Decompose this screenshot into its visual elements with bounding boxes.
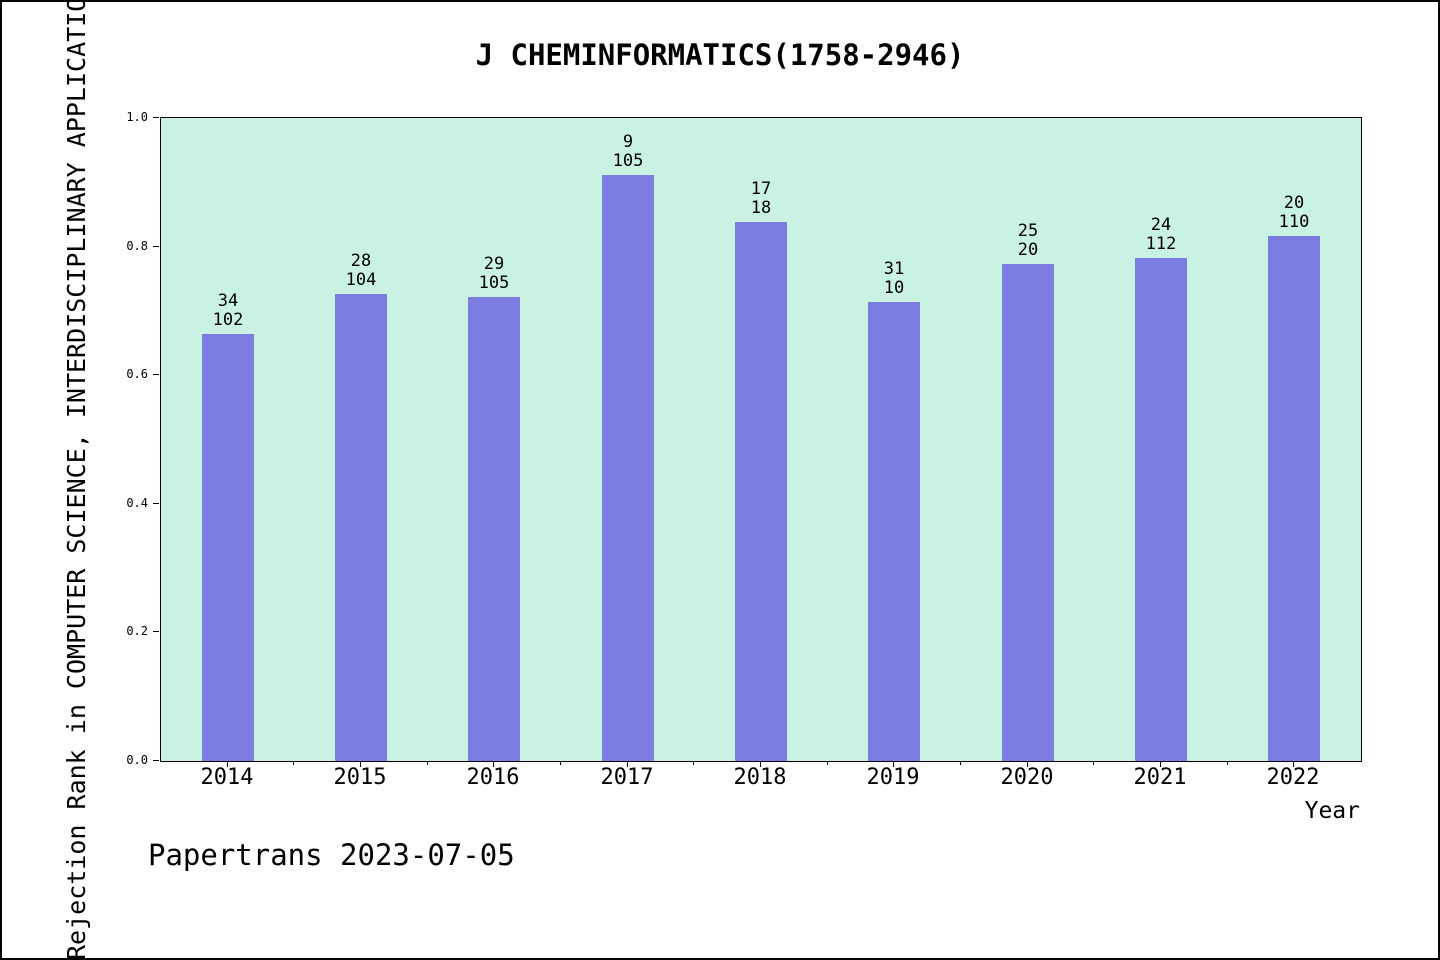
- y-axis-title: Rejection Rank in COMPUTER SCIENCE, INTE…: [62, 0, 91, 960]
- y-tick-mark: [153, 374, 159, 375]
- bar-total-label: 105: [478, 273, 510, 293]
- x-tick-mark: [493, 761, 494, 767]
- bar-total-label: 105: [612, 151, 644, 171]
- bar-value-label: 29 105: [434, 255, 554, 293]
- x-axis-title: Year: [1304, 798, 1360, 824]
- x-tick-label: 2022: [1266, 765, 1320, 790]
- x-tick-label: 2014: [200, 765, 254, 790]
- x-tick-label: 2021: [1133, 765, 1187, 790]
- bar: [335, 294, 387, 761]
- bar: [735, 222, 787, 761]
- x-tick-label: 2016: [466, 765, 520, 790]
- x-tick-mark: [1027, 761, 1028, 767]
- y-tick-label: 0.8: [126, 239, 148, 253]
- bar-value-label: 17 18: [701, 180, 821, 218]
- bar: [1135, 258, 1187, 761]
- x-tick-mark: [760, 761, 761, 767]
- bar-rank-label: 9: [622, 132, 634, 152]
- bar-value-label: 31 10: [834, 260, 954, 298]
- x-minor-tick-mark: [693, 761, 694, 765]
- y-tick-mark: [153, 117, 159, 118]
- x-tick-mark: [1293, 761, 1294, 767]
- bar-total-label: 18: [750, 198, 772, 218]
- x-tick-label: 2015: [333, 765, 387, 790]
- y-tick-label: 0.6: [126, 367, 148, 381]
- x-minor-tick-mark: [1093, 761, 1094, 765]
- bar-value-label: 34 102: [168, 292, 288, 330]
- plot-area: 34 102 28 104 29 105 9 105 17 18 31 10 25 20 24 112 20 11…: [160, 117, 1362, 762]
- y-tick-label: 1.0: [126, 110, 148, 124]
- x-tick-label: 2018: [733, 765, 787, 790]
- x-tick-mark: [893, 761, 894, 767]
- x-minor-tick-mark: [960, 761, 961, 765]
- y-tick-mark: [153, 503, 159, 504]
- x-tick-mark: [227, 761, 228, 767]
- x-tick-label: 2019: [866, 765, 920, 790]
- bar: [1002, 264, 1054, 761]
- bar-value-label: 25 20: [968, 222, 1088, 260]
- y-tick-label: 0.2: [126, 624, 148, 638]
- x-tick-label: 2017: [600, 765, 654, 790]
- x-tick-mark: [1160, 761, 1161, 767]
- y-tick-mark: [153, 631, 159, 632]
- x-tick-mark: [627, 761, 628, 767]
- bar-rank-label: 20: [1283, 193, 1305, 213]
- bar-value-label: 28 104: [301, 252, 421, 290]
- bar-rank-label: 24: [1150, 215, 1172, 235]
- y-tick-label: 0.0: [126, 753, 148, 767]
- bar-rank-label: 34: [217, 291, 239, 311]
- bar-value-label: 9 105: [568, 133, 688, 171]
- bar: [602, 175, 654, 761]
- x-minor-tick-mark: [560, 761, 561, 765]
- bar-value-label: 24 112: [1101, 216, 1221, 254]
- bar: [1268, 236, 1320, 761]
- bar-total-label: 102: [212, 310, 244, 330]
- y-tick-mark: [153, 246, 159, 247]
- bar-total-label: 112: [1145, 234, 1177, 254]
- bar: [868, 302, 920, 761]
- bar-rank-label: 29: [483, 254, 505, 274]
- x-tick-mark: [360, 761, 361, 767]
- x-minor-tick-mark: [427, 761, 428, 765]
- bar-total-label: 20: [1017, 240, 1039, 260]
- bar-total-label: 110: [1278, 212, 1310, 232]
- bar-rank-label: 31: [883, 259, 905, 279]
- bar-value-label: 20 110: [1234, 194, 1354, 232]
- bar: [202, 334, 254, 761]
- footer-text: Papertrans 2023-07-05: [148, 838, 515, 872]
- bar-total-label: 10: [883, 278, 905, 298]
- y-tick-label: 0.4: [126, 496, 148, 510]
- x-minor-tick-mark: [293, 761, 294, 765]
- x-tick-label: 2020: [1000, 765, 1054, 790]
- bar-rank-label: 28: [350, 251, 372, 271]
- chart-title: J CHEMINFORMATICS(1758-2946): [475, 38, 965, 72]
- y-tick-mark: [153, 760, 159, 761]
- bar-rank-label: 17: [750, 179, 772, 199]
- bar-total-label: 104: [345, 270, 377, 290]
- x-minor-tick-mark: [1227, 761, 1228, 765]
- bar: [468, 297, 520, 761]
- x-minor-tick-mark: [827, 761, 828, 765]
- bar-rank-label: 25: [1017, 221, 1039, 241]
